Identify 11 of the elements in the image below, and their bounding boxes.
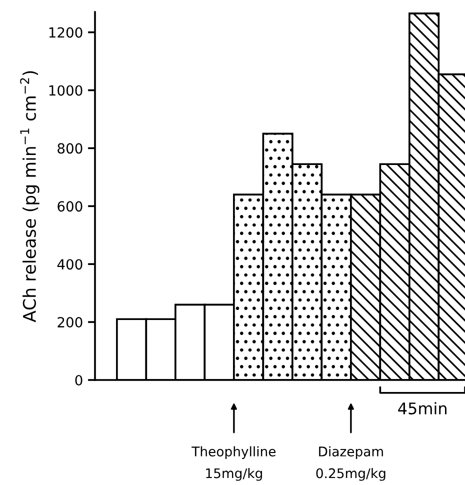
y-tick-label: 600 [58, 201, 82, 212]
y-tick-label: 400 [57, 259, 82, 270]
text: 45min [398, 402, 446, 414]
y-tick-label: 200 [58, 317, 82, 328]
y-tick-label: 1200 [49, 27, 82, 38]
text: Diazepam 0.25mg/kg [316, 446, 386, 481]
y-tick-label: 800 [58, 143, 82, 154]
y-tick-label: 0 [75, 374, 82, 386]
y-axis-title: ACh release (pg min$^{−1}$ cm$^{−2}$) [20, 71, 40, 322]
text: Theophylline 15mg/kg [192, 446, 276, 481]
y-tick-label: 1000 [49, 85, 82, 96]
